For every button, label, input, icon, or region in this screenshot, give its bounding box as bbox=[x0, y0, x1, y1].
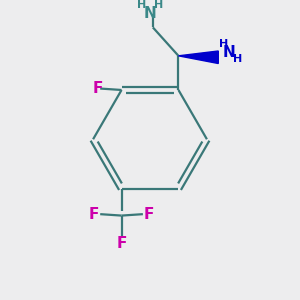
Text: F: F bbox=[116, 236, 127, 251]
Text: N: N bbox=[223, 46, 236, 61]
Text: H: H bbox=[219, 39, 228, 50]
Text: F: F bbox=[144, 207, 154, 222]
Text: H: H bbox=[154, 0, 164, 10]
Polygon shape bbox=[178, 51, 218, 64]
Text: N: N bbox=[144, 6, 156, 21]
Text: F: F bbox=[92, 81, 103, 96]
Text: H: H bbox=[233, 54, 242, 64]
Text: H: H bbox=[137, 0, 146, 10]
Text: F: F bbox=[89, 207, 99, 222]
